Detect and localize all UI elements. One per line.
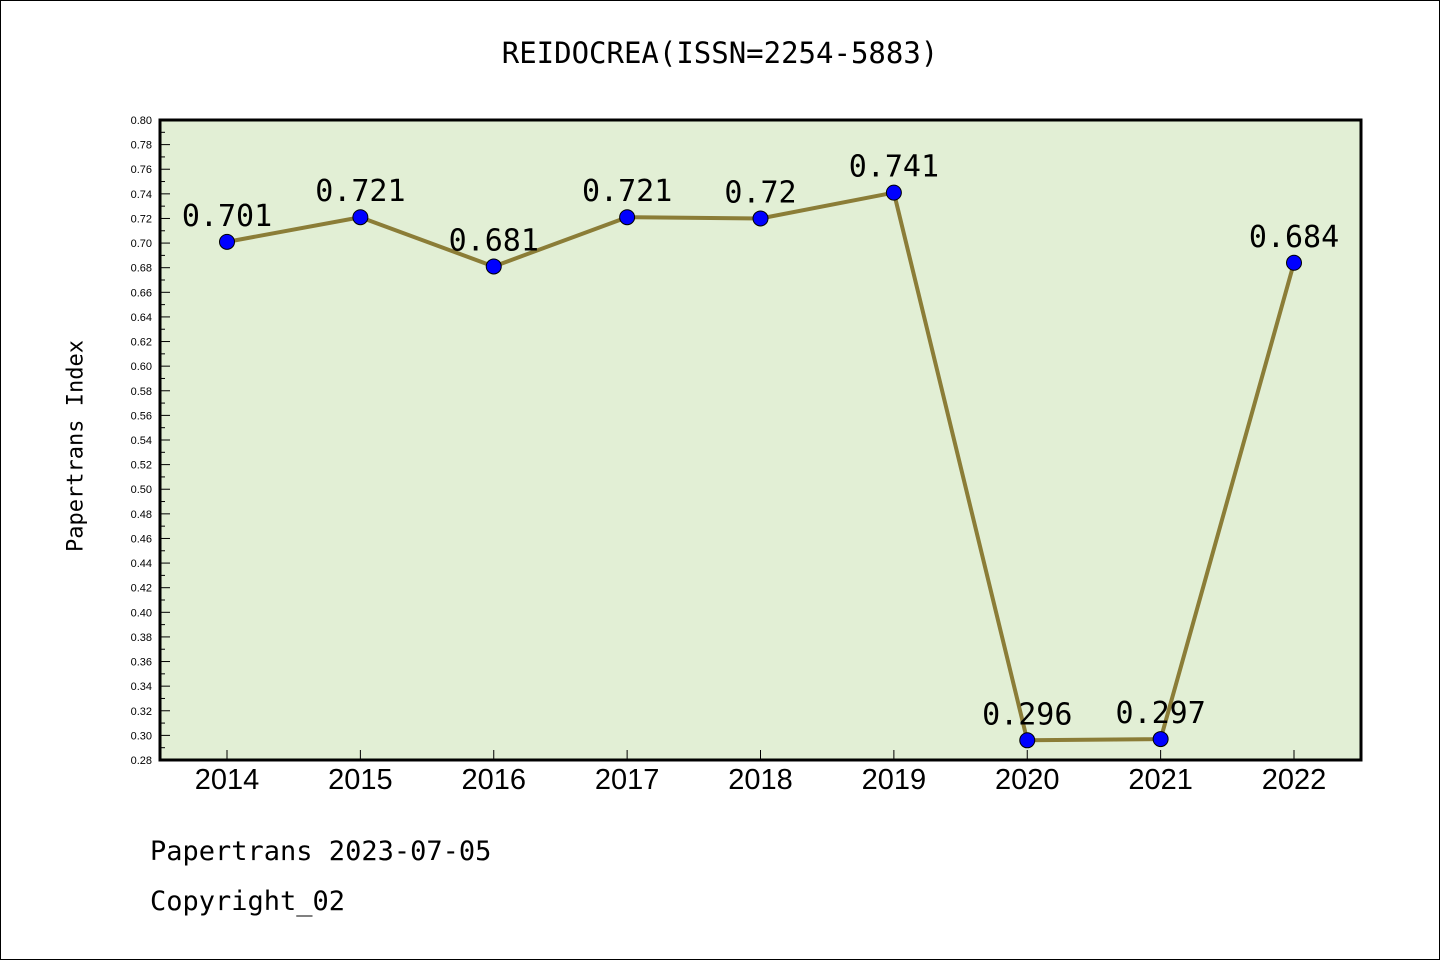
y-tick-label: 0.58 <box>131 386 152 398</box>
x-tick-label: 2021 <box>1128 764 1193 796</box>
y-tick-label: 0.44 <box>131 558 152 570</box>
data-point <box>752 210 769 227</box>
x-tick-label: 2022 <box>1262 764 1327 796</box>
footer-date: Papertrans 2023-07-05 <box>150 836 492 867</box>
data-label: 0.721 <box>582 174 672 209</box>
data-label: 0.72 <box>724 175 796 210</box>
y-tick-label: 0.34 <box>131 681 152 693</box>
y-tick-label: 0.70 <box>131 238 152 250</box>
y-tick-label: 0.54 <box>131 435 152 447</box>
data-label: 0.684 <box>1249 220 1339 255</box>
data-point <box>619 209 636 226</box>
data-point <box>485 258 502 275</box>
x-tick-label: 2017 <box>595 764 660 796</box>
y-tick-label: 0.38 <box>131 632 152 644</box>
y-tick-label: 0.66 <box>131 287 152 299</box>
data-label: 0.681 <box>449 223 539 258</box>
y-tick-label: 0.46 <box>131 533 152 545</box>
y-tick-label: 0.64 <box>131 312 152 324</box>
data-point <box>1019 732 1036 749</box>
y-tick-label: 0.68 <box>131 263 152 275</box>
x-tick-label: 2016 <box>461 764 526 796</box>
y-tick-label: 0.28 <box>131 755 152 767</box>
data-label: 0.741 <box>849 150 939 185</box>
plot-area <box>160 120 1361 760</box>
y-tick-label: 0.76 <box>131 164 152 176</box>
data-point <box>219 233 235 250</box>
y-tick-label: 0.42 <box>131 583 152 595</box>
y-tick-label: 0.56 <box>131 410 152 422</box>
data-label: 0.297 <box>1115 696 1205 731</box>
y-tick-label: 0.62 <box>131 337 152 349</box>
data-label: 0.701 <box>182 199 272 234</box>
x-tick-label: 2020 <box>995 764 1060 796</box>
y-tick-label: 0.48 <box>131 509 152 521</box>
y-tick-label: 0.50 <box>131 484 152 496</box>
y-tick-label: 0.78 <box>131 140 152 152</box>
y-tick-label: 0.30 <box>131 730 152 742</box>
y-tick-label: 0.72 <box>131 213 152 225</box>
x-tick-label: 2018 <box>728 764 793 796</box>
data-point <box>352 209 369 226</box>
plot-border <box>158 118 1363 762</box>
y-tick-label: 0.60 <box>131 361 152 373</box>
y-tick-label: 0.40 <box>131 607 152 619</box>
y-tick-label: 0.36 <box>131 657 152 669</box>
data-point <box>885 184 902 201</box>
chart-title: REIDOCREA(ISSN=2254-5883) <box>501 36 939 70</box>
x-tick-label: 2014 <box>195 764 260 796</box>
y-tick-label: 0.74 <box>131 189 152 201</box>
data-label: 0.721 <box>315 174 405 209</box>
y-tick-label: 0.52 <box>131 460 152 472</box>
data-point <box>1286 254 1302 271</box>
y-tick-label: 0.32 <box>131 706 152 718</box>
data-point <box>1152 731 1169 748</box>
x-tick-label: 2015 <box>328 764 393 796</box>
x-tick-label: 2019 <box>862 764 927 796</box>
y-tick-label: 0.80 <box>131 115 152 127</box>
data-label: 0.296 <box>982 697 1072 732</box>
footer-copyright: Copyright_02 <box>150 886 346 917</box>
